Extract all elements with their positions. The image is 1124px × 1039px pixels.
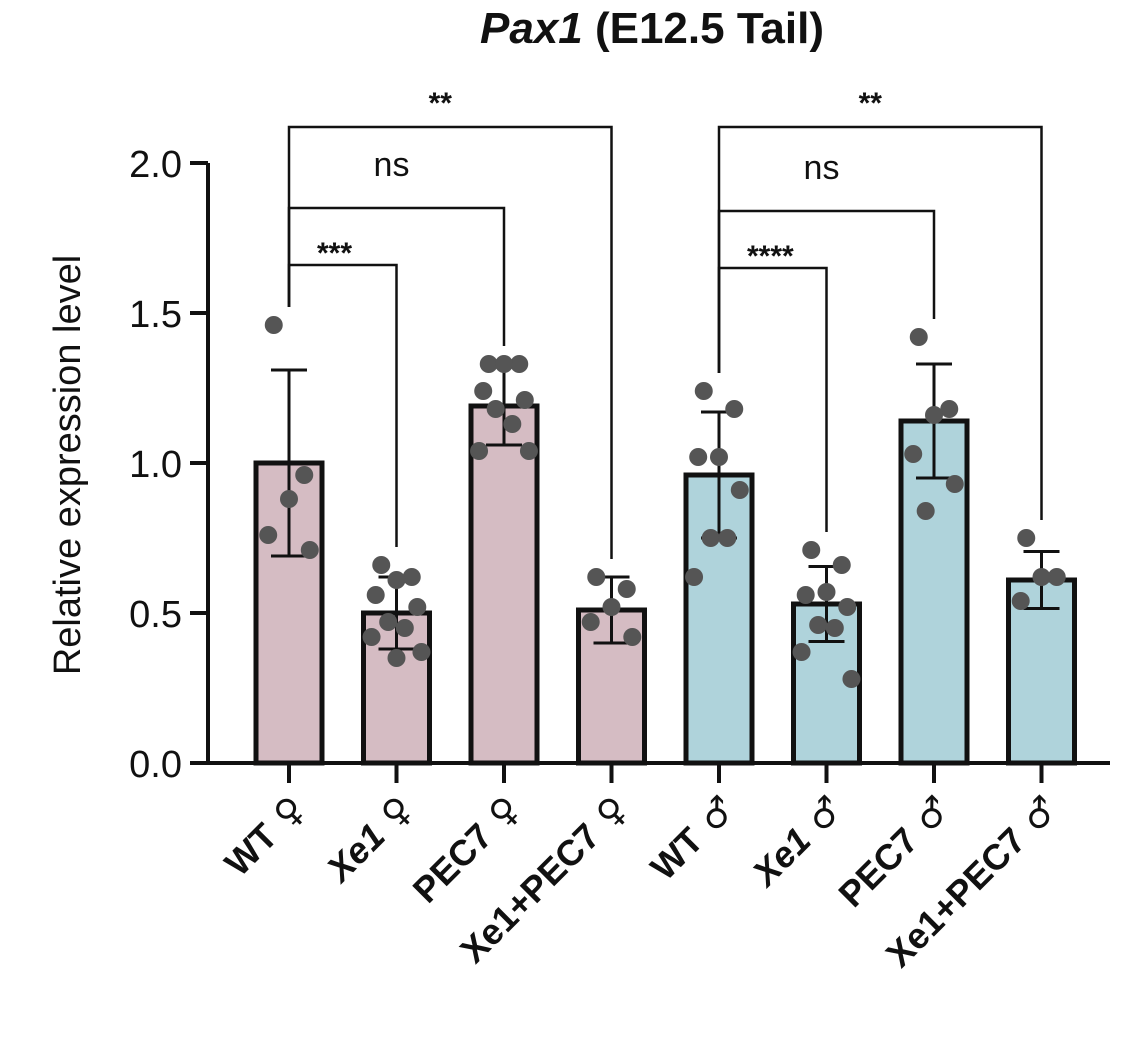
chart-title-gene: Pax1 [479, 4, 583, 53]
data-point [701, 529, 720, 547]
data-point [916, 502, 935, 520]
data-point [366, 586, 385, 604]
data-point [1017, 529, 1036, 547]
y-axis-label: Relative expression level [47, 255, 89, 675]
data-points [259, 316, 1066, 688]
data-point [694, 382, 713, 400]
data-point [479, 355, 498, 373]
data-point [402, 568, 421, 586]
data-point [623, 628, 642, 646]
data-point [495, 355, 513, 373]
significance-label: ns [374, 146, 410, 184]
x-tick-label: WT ♀ [217, 788, 314, 885]
data-point [825, 619, 844, 637]
x-tick-label: Xe1 ♀ [317, 788, 421, 892]
data-point [909, 328, 928, 346]
data-point [809, 616, 828, 634]
data-point [802, 541, 821, 559]
axes: 0.0 0.5 1.0 1.5 2.0 [129, 144, 1110, 786]
data-point [486, 400, 505, 418]
chart-title-rest: (E12.5 Tail) [582, 4, 825, 53]
data-point [832, 556, 851, 574]
data-point [617, 580, 636, 598]
data-point [1047, 568, 1066, 586]
data-point [710, 448, 728, 466]
data-point [395, 619, 414, 637]
bars [253, 403, 1077, 766]
significance-bracket [287, 125, 613, 559]
data-point [838, 598, 857, 616]
bar [468, 403, 540, 766]
significance-label: *** [317, 237, 352, 270]
data-point [602, 598, 621, 616]
data-point [581, 613, 600, 631]
data-point [264, 316, 283, 334]
data-point [792, 643, 811, 661]
data-point [945, 475, 964, 493]
data-point [1032, 568, 1051, 586]
x-tick-label: WT ♂ [642, 788, 743, 889]
data-point [842, 670, 861, 688]
data-point [379, 613, 398, 631]
data-point [519, 442, 538, 460]
y-tick-label: 2.0 [129, 144, 182, 186]
data-point [387, 571, 406, 589]
data-point [730, 481, 749, 499]
data-point [387, 649, 406, 667]
data-point [1011, 592, 1030, 610]
significance-bracket [717, 125, 1043, 520]
data-point [362, 628, 381, 646]
y-tick-label: 1.0 [129, 444, 182, 486]
data-point [474, 382, 493, 400]
data-point [503, 415, 522, 433]
y-tick-label: 0.0 [129, 744, 182, 786]
data-point [300, 541, 319, 559]
data-point [259, 526, 278, 544]
data-point [372, 556, 391, 574]
data-point [718, 529, 737, 547]
data-point [940, 400, 959, 418]
data-point [817, 583, 836, 601]
data-point [587, 568, 606, 586]
significance-label: ns [804, 149, 840, 187]
significance-label: ** [429, 87, 453, 120]
y-tick-label: 0.5 [129, 594, 182, 636]
data-point [295, 466, 314, 484]
significance-label: **** [747, 240, 794, 273]
data-point [412, 643, 431, 661]
data-point [515, 391, 534, 409]
data-point [925, 406, 943, 424]
data-point [904, 445, 923, 463]
data-point [280, 490, 298, 508]
significance-label: ** [859, 87, 883, 120]
data-point [725, 400, 744, 418]
data-point [470, 442, 489, 460]
x-tick-labels: WT ♀ Xe1 ♀PEC7 ♀Xe1+PEC7 ♀WT ♂Xe1 ♂PEC7 ♂… [217, 788, 1066, 975]
y-tick-label: 1.5 [129, 294, 182, 336]
data-point [689, 448, 708, 466]
significance-brackets: ***ns******ns** [287, 87, 1043, 559]
data-point [685, 568, 704, 586]
x-tick-label: Xe1 ♂ [743, 788, 851, 896]
data-point [510, 355, 529, 373]
data-point [408, 598, 427, 616]
data-point [796, 586, 815, 604]
chart-title: Pax1 (E12.5 Tail) [90, 4, 1124, 54]
